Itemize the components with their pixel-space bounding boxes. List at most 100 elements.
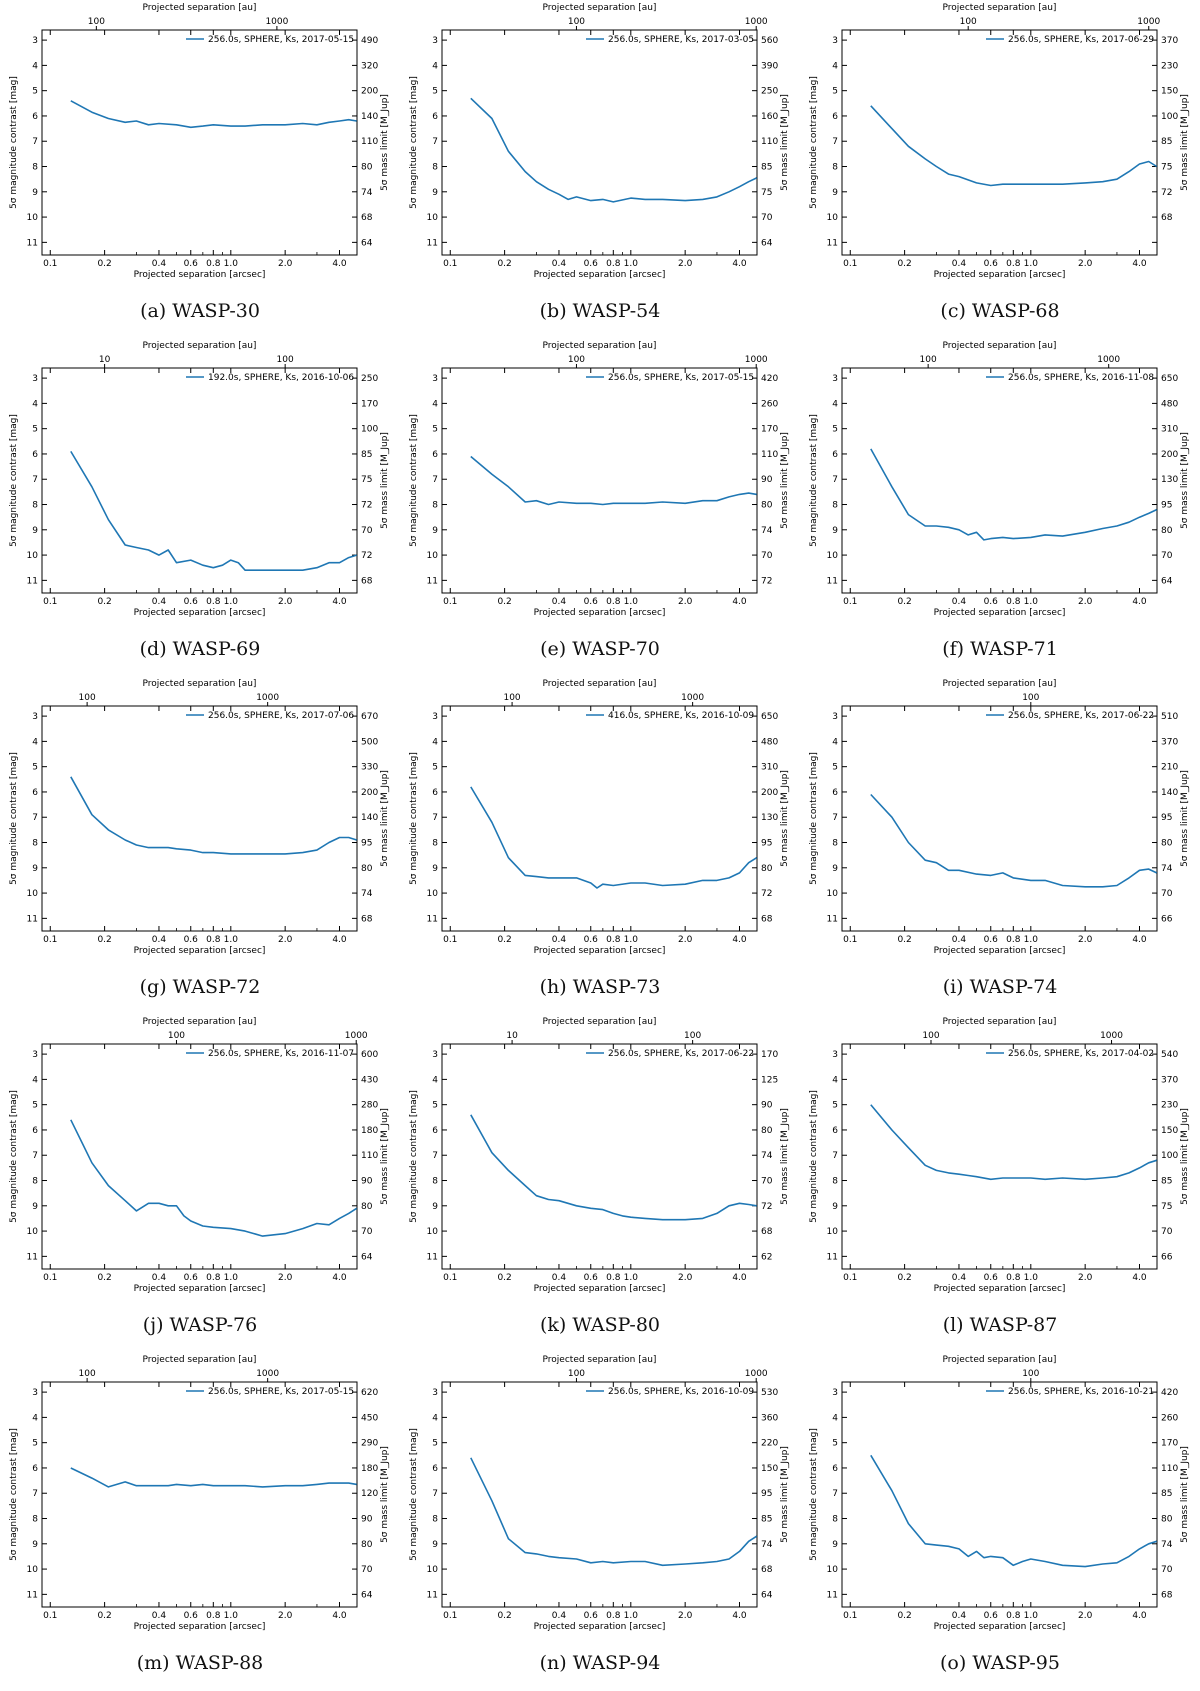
x-axis-label: Projected separation [arcsec]	[534, 946, 666, 956]
au-tick-label: 1000	[745, 355, 768, 365]
mass-tick-label: 74	[361, 889, 373, 899]
mass-tick-label: 90	[761, 1101, 773, 1111]
chart-panel: 0.1 0.2 0.4 0.6 0.8 1.0 2.0 4.0 3 540 4 370 5 230 6 150…	[800, 1014, 1200, 1352]
x-tick-label: 1.0	[224, 259, 239, 269]
y-tick-label: 8	[832, 839, 838, 849]
x-tick-label: 0.4	[952, 259, 967, 269]
top-axis-label: Projected separation [au]	[943, 679, 1057, 689]
mass-tick-label: 100	[361, 425, 378, 435]
mass-tick-label: 110	[761, 137, 778, 147]
x-tick-label: 0.8	[606, 935, 621, 945]
mass-tick-label: 210	[1161, 763, 1178, 773]
panel-caption: (d) WASP-69	[139, 638, 261, 660]
mass-tick-label: 160	[761, 112, 778, 122]
mass-tick-label: 80	[361, 163, 373, 173]
y-axis-label: 5σ magnitude contrast [mag]	[9, 76, 19, 209]
x-tick-label: 0.1	[43, 259, 57, 269]
x-tick-label: 1.0	[224, 1273, 239, 1283]
x-tick-label: 0.8	[1006, 1273, 1021, 1283]
mass-axis-label: 5σ mass limit [M_Jup]	[1180, 94, 1190, 191]
x-tick-label: 1.0	[224, 597, 239, 607]
y-tick-label: 10	[27, 551, 39, 561]
y-tick-label: 11	[427, 1252, 438, 1262]
y-tick-label: 10	[427, 889, 439, 899]
mass-tick-label: 72	[761, 1202, 772, 1212]
x-axis-label: Projected separation [arcsec]	[934, 946, 1066, 956]
panel-caption: (g) WASP-72	[139, 976, 261, 998]
au-tick-label: 100	[1022, 1369, 1039, 1379]
mass-tick-label: 670	[361, 712, 378, 722]
y-axis-label: 5σ magnitude contrast [mag]	[409, 76, 419, 209]
legend-label: 256.0s, SPHERE, Ks, 2017-03-05	[608, 35, 754, 45]
y-tick-label: 6	[432, 1126, 438, 1136]
y-tick-label: 10	[827, 1565, 839, 1575]
mass-tick-label: 250	[761, 87, 778, 97]
contrast-curve	[470, 1457, 758, 1567]
x-tick-label: 0.1	[443, 597, 457, 607]
y-tick-label: 4	[432, 1413, 438, 1423]
y-tick-label: 6	[32, 1126, 38, 1136]
mass-axis-label: 5σ mass limit [M_Jup]	[780, 770, 790, 867]
mass-tick-label: 90	[761, 475, 773, 485]
mass-tick-label: 68	[361, 914, 373, 924]
legend: 256.0s, SPHERE, Ks, 2016-11-07	[186, 1049, 354, 1059]
mass-tick-label: 180	[361, 1126, 378, 1136]
y-axis-label: 5σ magnitude contrast [mag]	[409, 752, 419, 885]
contrast-curve	[70, 776, 357, 855]
y-axis-label: 5σ magnitude contrast [mag]	[409, 1090, 419, 1223]
x-tick-label: 0.8	[606, 597, 621, 607]
y-tick-label: 11	[427, 576, 438, 586]
legend: 256.0s, SPHERE, Ks, 2017-07-06	[186, 711, 354, 721]
plot-frame	[841, 1381, 1158, 1608]
y-tick-label: 11	[427, 1590, 438, 1600]
mass-tick-label: 80	[1161, 839, 1173, 849]
mass-tick-label: 110	[1161, 1464, 1178, 1474]
x-tick-label: 0.8	[606, 1273, 621, 1283]
y-tick-label: 8	[32, 1177, 38, 1187]
mass-tick-label: 250	[361, 374, 378, 384]
x-tick-label: 4.0	[1132, 259, 1147, 269]
y-tick-label: 6	[832, 788, 838, 798]
mass-tick-label: 140	[361, 112, 378, 122]
top-axis-label: Projected separation [au]	[143, 341, 257, 351]
au-tick-label: 100	[79, 693, 96, 703]
x-axis-label: Projected separation [arcsec]	[534, 1622, 666, 1632]
mass-tick-label: 200	[761, 788, 778, 798]
x-tick-label: 0.6	[984, 935, 999, 945]
y-axis-label: 5σ magnitude contrast [mag]	[9, 752, 19, 885]
contrast-chart: 0.1 0.2 0.4 0.6 0.8 1.0 2.0 4.0 3 600 4 430 5 280 6 180…	[9, 1017, 390, 1294]
mass-tick-label: 600	[361, 1050, 378, 1060]
contrast-curve	[70, 450, 357, 571]
mass-tick-label: 220	[761, 1439, 778, 1449]
x-tick-label: 0.6	[584, 259, 599, 269]
legend-label: 256.0s, SPHERE, Ks, 2017-06-22	[1008, 711, 1154, 721]
legend: 256.0s, SPHERE, Ks, 2017-03-05	[586, 35, 754, 45]
mass-tick-label: 64	[761, 238, 773, 248]
y-tick-label: 4	[432, 1075, 438, 1085]
legend-label: 192.0s, SPHERE, Ks, 2016-10-06	[208, 373, 354, 383]
y-tick-label: 10	[827, 889, 839, 899]
y-tick-label: 11	[27, 1252, 38, 1262]
x-tick-label: 0.4	[152, 1611, 167, 1621]
x-axis-label: Projected separation [arcsec]	[934, 1622, 1066, 1632]
x-tick-label: 0.1	[843, 1273, 857, 1283]
panel-caption: (c) WASP-68	[940, 300, 1060, 322]
y-axis-label: 5σ magnitude contrast [mag]	[809, 414, 819, 547]
top-axis-label: Projected separation [au]	[143, 1355, 257, 1365]
legend: 256.0s, SPHERE, Ks, 2017-06-22	[986, 711, 1154, 721]
y-axis-label: 5σ magnitude contrast [mag]	[809, 1428, 819, 1561]
y-tick-label: 4	[432, 399, 438, 409]
y-tick-label: 7	[832, 813, 838, 823]
y-tick-label: 3	[832, 1050, 838, 1060]
contrast-chart: 0.1 0.2 0.4 0.6 0.8 1.0 2.0 4.0 3 530 4 360 5 220 6 150…	[409, 1355, 790, 1632]
mass-tick-label: 95	[761, 839, 772, 849]
y-tick-label: 3	[432, 1388, 438, 1398]
chart-panel: 0.1 0.2 0.4 0.6 0.8 1.0 2.0 4.0 3 510 4 370 5 210 6 140…	[800, 676, 1200, 1014]
y-tick-label: 7	[432, 1489, 438, 1499]
top-axis-label: Projected separation [au]	[543, 679, 657, 689]
plot-frame	[41, 367, 358, 594]
mass-tick-label: 260	[1161, 1413, 1178, 1423]
mass-tick-label: 280	[361, 1101, 378, 1111]
mass-tick-label: 95	[361, 839, 372, 849]
contrast-curve	[870, 105, 1158, 187]
